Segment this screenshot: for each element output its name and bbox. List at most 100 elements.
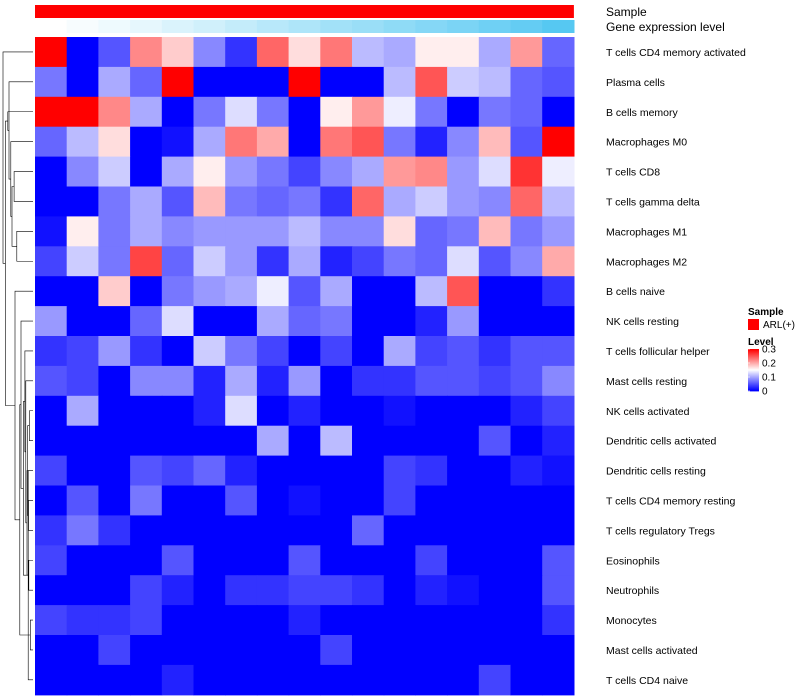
heatmap-cell bbox=[193, 575, 226, 606]
legend-ramp-step bbox=[748, 384, 759, 386]
heatmap-cell bbox=[510, 306, 543, 337]
heatmap-cell bbox=[161, 156, 195, 188]
heatmap-cell bbox=[98, 365, 131, 397]
heatmap-cell bbox=[352, 156, 385, 188]
heatmap-cell bbox=[66, 575, 99, 606]
heatmap-cell bbox=[478, 365, 512, 397]
row-dendrogram bbox=[2, 51, 33, 681]
heatmap-cell bbox=[478, 336, 512, 367]
legend-ramp-step bbox=[748, 379, 759, 381]
heatmap-cell bbox=[510, 96, 543, 128]
heatmap-cell bbox=[225, 276, 258, 307]
heatmap-cell bbox=[415, 37, 448, 68]
row-label: Plasma cells bbox=[606, 77, 665, 89]
heatmap-cell bbox=[35, 664, 68, 696]
heatmap-cell bbox=[447, 126, 480, 158]
heatmap-cell bbox=[130, 425, 163, 457]
heatmap-cell bbox=[320, 395, 353, 427]
heatmap-cell bbox=[130, 276, 163, 307]
heatmap-cell bbox=[352, 605, 385, 636]
heatmap-cell bbox=[478, 246, 512, 277]
heatmap-cell bbox=[98, 545, 131, 576]
heatmap-cell bbox=[225, 515, 258, 546]
heatmap-cell bbox=[447, 515, 480, 546]
heatmap-cell bbox=[256, 485, 290, 516]
heatmap-cell bbox=[510, 425, 543, 457]
heatmap-cell bbox=[288, 246, 321, 277]
heatmap-cell bbox=[98, 575, 131, 606]
heatmap-cell bbox=[288, 395, 321, 427]
legend-ramp-step bbox=[748, 358, 759, 360]
row-label: Macrophages M1 bbox=[606, 226, 687, 238]
heatmap-cell bbox=[66, 635, 99, 666]
heatmap-cell bbox=[320, 186, 353, 217]
heatmap-cell bbox=[193, 515, 226, 546]
dendrogram-branch bbox=[13, 171, 33, 202]
heatmap-cell bbox=[288, 306, 321, 337]
heatmap-cell bbox=[415, 545, 448, 576]
heatmap-cell bbox=[478, 455, 512, 487]
heatmap-cell bbox=[510, 455, 543, 487]
heatmap-cell bbox=[542, 66, 575, 98]
heatmap-cell bbox=[383, 545, 416, 576]
heatmap-cell bbox=[447, 575, 480, 606]
heatmap-cell bbox=[130, 216, 163, 247]
dendrogram-branch bbox=[28, 500, 33, 531]
heatmap-cell bbox=[225, 306, 258, 337]
heatmap-cell bbox=[352, 515, 385, 546]
legend-sample-title: Sample bbox=[748, 307, 784, 318]
annotation-cell-gene-expression bbox=[130, 20, 163, 33]
heatmap-cell bbox=[35, 37, 68, 68]
heatmap-cell bbox=[510, 395, 543, 427]
heatmap-cell bbox=[193, 365, 226, 397]
heatmap-cell bbox=[478, 37, 512, 68]
heatmap-cell bbox=[542, 545, 575, 576]
heatmap-cell bbox=[130, 306, 163, 337]
heatmap-cell bbox=[542, 485, 575, 516]
heatmap-cell bbox=[288, 37, 321, 68]
heatmap-cell bbox=[478, 395, 512, 427]
heatmap-cell bbox=[478, 605, 512, 636]
row-label: Eosinophils bbox=[606, 555, 660, 567]
heatmap-cell bbox=[478, 96, 512, 128]
heatmap-cell bbox=[383, 186, 416, 217]
heatmap-cell bbox=[447, 37, 480, 68]
heatmap-cell bbox=[320, 126, 353, 158]
heatmap-cell bbox=[478, 126, 512, 158]
annotation-cell-gene-expression bbox=[478, 20, 512, 33]
heatmap-cell bbox=[383, 246, 416, 277]
heatmap-cell bbox=[383, 455, 416, 487]
heatmap-cell bbox=[447, 425, 480, 457]
heatmap-cell bbox=[288, 515, 321, 546]
heatmap-cell bbox=[447, 455, 480, 487]
heatmap-cell bbox=[98, 485, 131, 516]
heatmap-cell bbox=[66, 156, 99, 188]
heatmap-cell bbox=[352, 66, 385, 98]
dendrogram-branch bbox=[14, 290, 33, 521]
heatmap-cell bbox=[320, 545, 353, 576]
heatmap-cell bbox=[415, 425, 448, 457]
annotation-cell-gene-expression bbox=[161, 20, 195, 33]
heatmap-cell bbox=[352, 37, 385, 68]
heatmap-cell bbox=[66, 216, 99, 247]
heatmap-cell bbox=[447, 246, 480, 277]
heatmap-cell bbox=[98, 276, 131, 307]
heatmap-cell bbox=[193, 545, 226, 576]
heatmap-cell bbox=[66, 545, 99, 576]
heatmap-cell bbox=[161, 425, 195, 457]
heatmap-cell bbox=[256, 545, 290, 576]
heatmap-cell bbox=[383, 336, 416, 367]
dendrogram-branch bbox=[24, 350, 33, 453]
heatmap-cell bbox=[478, 545, 512, 576]
heatmap-cell bbox=[415, 575, 448, 606]
heatmap-cell bbox=[225, 425, 258, 457]
row-label: Mast cells resting bbox=[606, 376, 687, 388]
legend-ramp-step bbox=[748, 389, 759, 391]
heatmap-cell bbox=[256, 395, 290, 427]
heatmap-cell bbox=[447, 66, 480, 98]
heatmap-cell bbox=[193, 37, 226, 68]
heatmap-cell bbox=[130, 186, 163, 217]
heatmap-cell bbox=[193, 156, 226, 188]
heatmap-cell bbox=[161, 96, 195, 128]
